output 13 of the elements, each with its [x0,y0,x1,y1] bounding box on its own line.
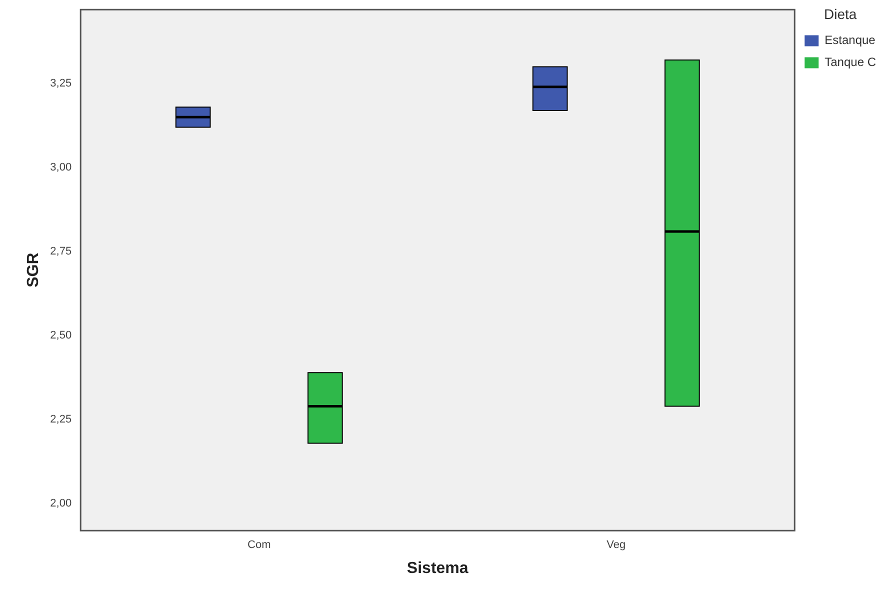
y-tick-label: 2,25 [50,414,72,426]
y-tick-label: 3,25 [50,78,72,90]
y-tick-label: 2,00 [50,498,72,510]
x-tick-label: Com [247,539,271,552]
y-tick-label: 3,00 [50,162,72,174]
x-tick-label: Veg [606,539,626,552]
x-axis-title: Sistema [406,560,468,577]
y-tick-label: 2,75 [50,246,72,258]
legend-label: Tanque C [824,55,876,70]
legend-label: Estanque [824,33,876,48]
y-tick-label: 2,50 [50,330,72,342]
legend-title: Dieta [824,6,857,22]
y-axis-title: SGR [25,252,42,288]
